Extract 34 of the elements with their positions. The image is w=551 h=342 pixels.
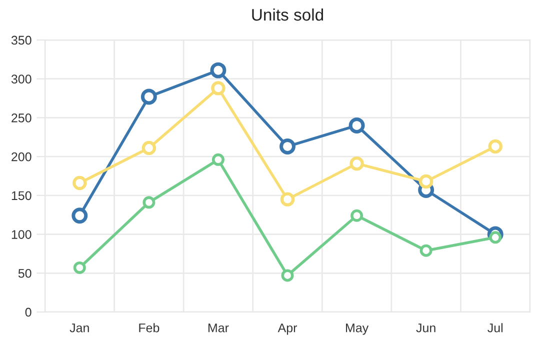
y-tick-label: 100 xyxy=(12,230,32,239)
x-tick-label: Jan xyxy=(70,324,89,332)
point xyxy=(420,244,432,257)
point xyxy=(418,174,434,189)
y-tick-label: 50 xyxy=(18,268,32,278)
x-tick-label: May xyxy=(346,324,369,335)
y-tick-label: 150 xyxy=(12,191,32,200)
point xyxy=(281,269,294,282)
y-tick-label: 0 xyxy=(25,308,32,317)
y-tick-label: 200 xyxy=(12,152,32,162)
y-tick-label: 350 xyxy=(11,36,32,45)
point xyxy=(280,192,295,206)
y-tick-label: 250 xyxy=(12,114,32,122)
x-tick-label: Jul xyxy=(488,323,503,332)
point xyxy=(280,138,296,154)
x-tick-label: Feb xyxy=(139,323,160,332)
point xyxy=(348,118,365,134)
point xyxy=(142,140,156,156)
x-tick-label: Mar xyxy=(208,324,229,332)
chart-title: Units sold xyxy=(252,8,324,21)
point xyxy=(210,62,226,78)
point xyxy=(72,208,88,224)
y-tick-label: 300 xyxy=(11,74,32,84)
point xyxy=(211,81,226,96)
x-tick-label: Apr xyxy=(278,324,298,335)
point xyxy=(212,153,224,166)
point xyxy=(73,261,86,274)
point xyxy=(350,156,364,171)
point xyxy=(142,196,156,209)
x-tick-label: Jun xyxy=(416,324,436,332)
point xyxy=(488,139,502,154)
point xyxy=(350,209,364,222)
point xyxy=(140,88,157,105)
point xyxy=(72,176,87,190)
